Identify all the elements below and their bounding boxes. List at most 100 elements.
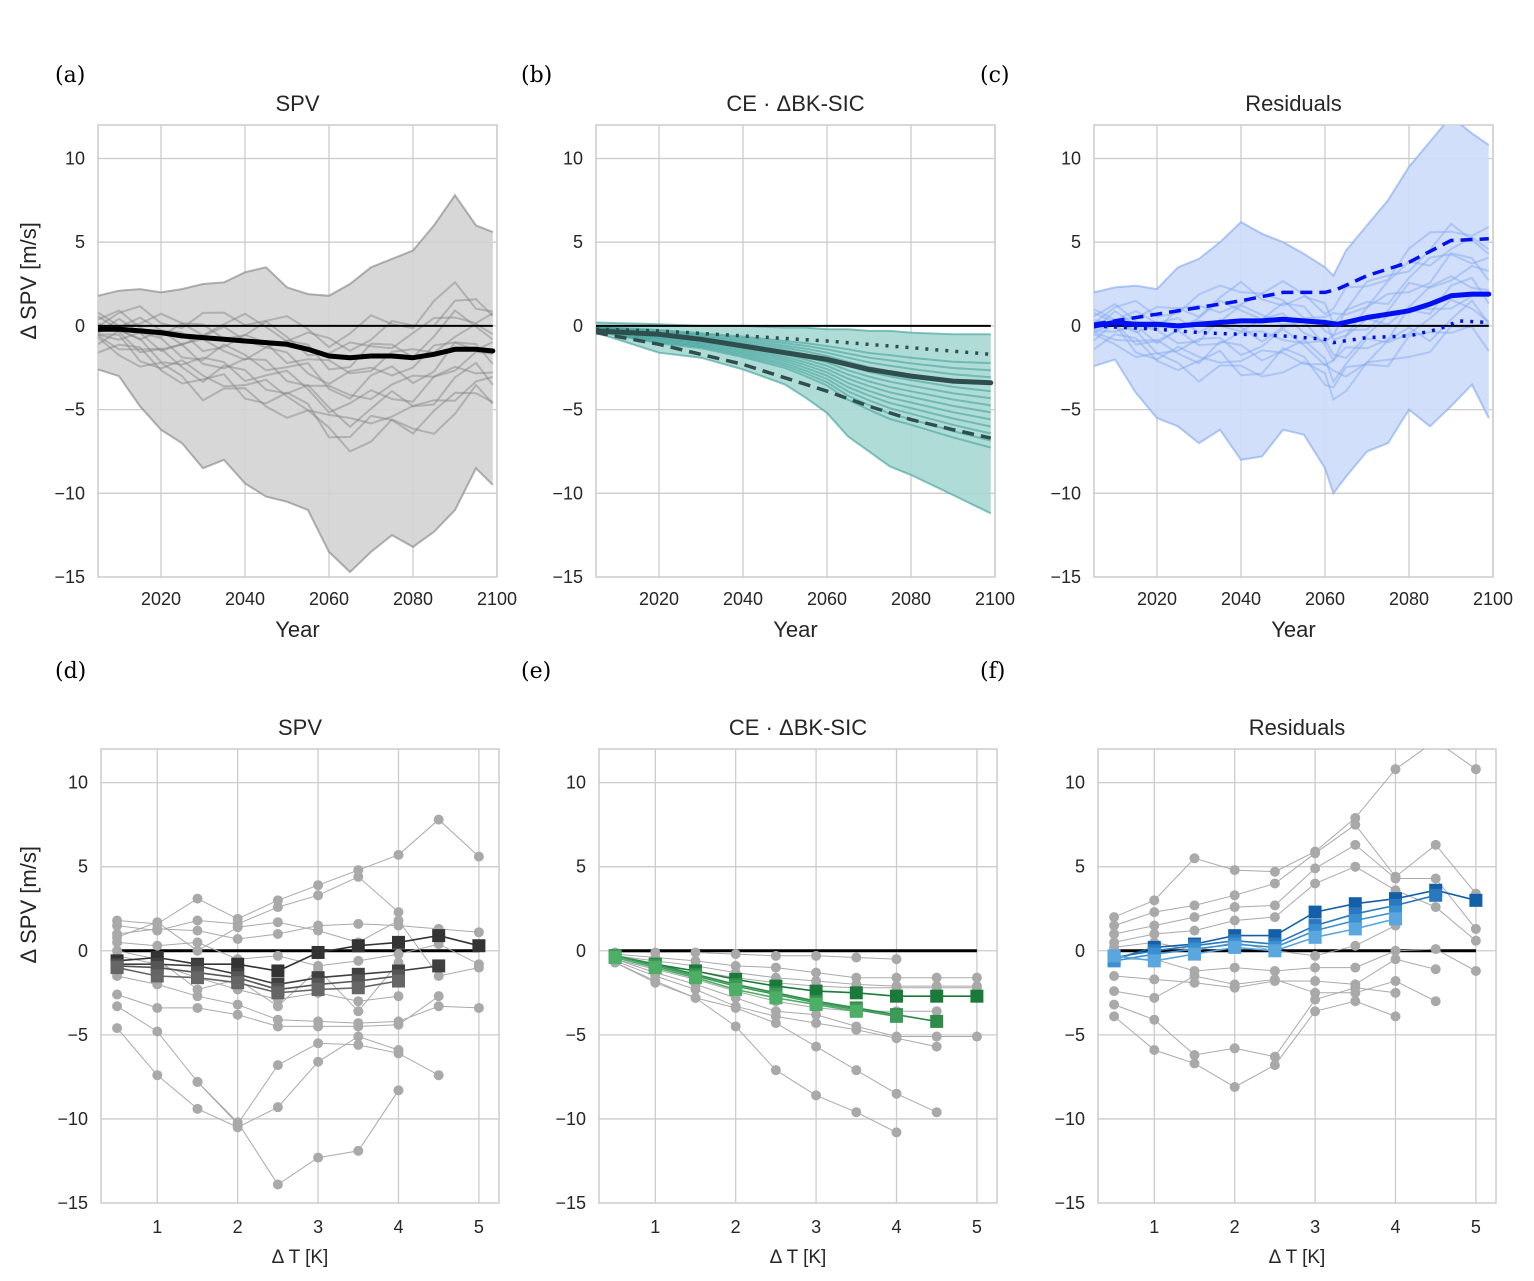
upper-quantile-line [1094, 237, 1489, 326]
member-point [1269, 912, 1280, 923]
member-point [433, 1070, 444, 1081]
ensemble-member-line [1094, 276, 1490, 360]
member-point [433, 814, 444, 825]
ensemble-member-line [596, 326, 991, 372]
y-tick-label: −10 [1054, 1109, 1085, 1129]
ensemble-mean-line [98, 326, 496, 361]
member-point [232, 1009, 243, 1020]
member-point [1269, 878, 1280, 889]
panel-b-ce-bksic-timeseries: 2020 2040 2060 2080 2100 10 5 0 −5 −10 −15 CE · ΔBK… [552, 91, 1015, 642]
highlight-square-marker [769, 991, 783, 1005]
member-point [192, 893, 203, 904]
highlight-square-marker [1268, 944, 1282, 958]
ensemble-member-line [98, 331, 494, 400]
highlight-square-marker [1228, 940, 1242, 954]
highlight-square-marker [351, 939, 365, 953]
x-tick-label: 2020 [639, 589, 679, 609]
member-point [272, 928, 283, 939]
member-point [272, 1102, 283, 1113]
highlight-square-marker [271, 986, 285, 1000]
member-point [1109, 912, 1120, 923]
panel-label-e: (e) [521, 659, 551, 684]
member-point [192, 915, 203, 926]
member-point [1430, 944, 1441, 955]
x-axis-label: Δ T [K] [770, 1247, 827, 1268]
member-point [1390, 764, 1401, 775]
member-point [1189, 900, 1200, 911]
member-point [1470, 923, 1481, 934]
highlight-line [117, 965, 399, 991]
ensemble-range-envelope [1094, 125, 1489, 494]
member-point [272, 1179, 283, 1190]
member-point [192, 984, 203, 995]
member-point [1109, 1011, 1120, 1022]
envelope-lower-member [1094, 358, 1490, 496]
y-tick-label: −10 [57, 1109, 88, 1129]
ensemble-mean-line [1094, 291, 1492, 329]
member-point [971, 1031, 982, 1042]
member-point [1390, 976, 1401, 987]
member-point [1229, 962, 1240, 973]
y-tick-label: −15 [555, 1193, 586, 1213]
x-tick-label: 2020 [1137, 589, 1177, 609]
y-tick-label: 5 [75, 232, 85, 252]
member-point [690, 947, 701, 958]
member-point [1350, 996, 1361, 1007]
member-point [1189, 971, 1200, 981]
member-point [851, 952, 862, 963]
member-point [1189, 853, 1200, 864]
member-point [473, 1002, 484, 1013]
member-point [1350, 861, 1361, 872]
member-point [393, 907, 404, 918]
ensemble-member-line [1094, 226, 1490, 324]
member-point [1269, 900, 1280, 911]
highlight-square-marker [930, 989, 944, 1003]
x-tick-label: 5 [474, 1217, 484, 1237]
panel-d-spv-vs-warming: 1 2 3 4 5 10 5 0 −5 −10 −15 SPV Δ T [K] Δ SPV [m/s] [16, 715, 500, 1268]
member-point [152, 1026, 163, 1037]
highlight-line [614, 955, 977, 997]
highlight-square-marker [1429, 888, 1443, 902]
member-point [192, 1103, 203, 1114]
x-axis-label: Year [1271, 617, 1315, 642]
member-point [851, 1065, 862, 1076]
panel-label-c: (c) [980, 63, 1010, 88]
member-point [891, 1088, 902, 1099]
y-tick-label: −10 [552, 483, 583, 503]
highlight-square-marker [809, 998, 823, 1012]
member-line [116, 919, 480, 977]
x-tick-label: 3 [1310, 1217, 1320, 1237]
x-tick-label: 2020 [141, 589, 181, 609]
y-tick-label: −5 [64, 400, 85, 420]
member-point [353, 1031, 364, 1042]
highlight-square-marker [1348, 922, 1362, 936]
member-point [1390, 873, 1401, 884]
member-line [116, 1027, 399, 1128]
highlight-square-marker [231, 957, 245, 971]
highlight-square-marker [231, 976, 245, 990]
y-tick-label: 0 [78, 941, 88, 961]
member-point [1149, 895, 1160, 906]
member-line [116, 955, 399, 1002]
ensemble-member-line [596, 329, 992, 428]
y-axis-label: Δ SPV [m/s] [16, 846, 41, 963]
member-point [1310, 950, 1321, 961]
member-point [1269, 1060, 1280, 1071]
member-point [1310, 1006, 1321, 1017]
member-point [770, 1018, 781, 1029]
panel-e-ce-bksic-vs-warming: 1 2 3 4 5 10 5 0 −5 −10 −15 CE · ΔBK-SIC Δ T [K] [555, 715, 998, 1268]
member-point [473, 927, 484, 938]
member-point [1109, 999, 1120, 1010]
member-line [1114, 948, 1477, 972]
member-point [112, 1023, 123, 1034]
member-point [851, 1024, 862, 1035]
member-point [1430, 964, 1441, 975]
member-point [272, 902, 283, 913]
member-point [1109, 971, 1120, 981]
highlight-square-marker [889, 1009, 903, 1023]
member-point [1109, 986, 1120, 997]
member-point [112, 989, 123, 1000]
member-line [1113, 987, 1396, 1058]
highlight-square-marker [432, 929, 446, 943]
x-tick-label: 2 [233, 1217, 243, 1237]
